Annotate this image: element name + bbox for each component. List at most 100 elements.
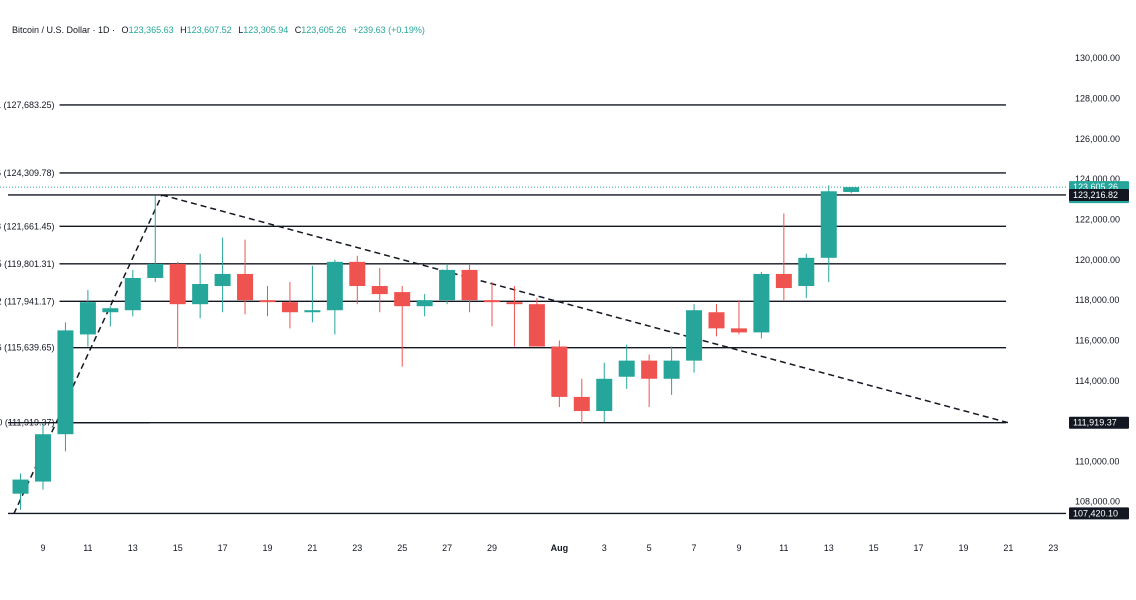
x-tick-label: 21 [307,543,317,553]
horizontal-line-label-bg [1069,188,1129,201]
high-value: 123,607.52 [186,25,232,35]
candle-body [641,360,658,379]
candle-down [259,286,276,317]
candle-down [237,239,254,315]
y-tick-label: 122,000.00 [1075,215,1120,225]
candle-down [371,267,388,313]
x-tick-label: 11 [779,543,788,553]
x-tick-label: 25 [397,543,407,553]
last-price-label: 123,605.26 [1073,182,1118,192]
x-tick-label: 29 [487,543,497,553]
candle-up [753,271,770,339]
candle-up [147,195,164,282]
candle-down [551,340,568,407]
candle-down [506,286,523,347]
candle-body [35,434,51,482]
fib-level-label: 0.786 (124,309.78) [0,168,55,178]
horizontal-lines[interactable] [0,186,1066,515]
candle-up [596,362,613,423]
candle-up [686,304,703,373]
candle-down [484,282,500,327]
candle-body [753,273,770,333]
candle-up [798,253,815,299]
candle-body [259,300,276,303]
x-tick-label: 17 [218,543,228,553]
candle-body [79,302,96,335]
fib-level-label: 0.236 (115,639.65) [0,343,55,353]
x-tick-label: 3 [602,543,607,553]
candle-body [708,312,725,329]
y-tick-label: 108,000.00 [1075,497,1120,507]
candlesticks [12,185,860,510]
x-tick-label: 9 [736,543,741,553]
candle-down [641,354,658,407]
horizontal-line-label-bg [1069,507,1129,520]
low-value: 123,305.94 [243,25,289,35]
candle-body [169,263,186,305]
candle-body [730,328,747,333]
candle-down [573,378,590,424]
candle-body [147,263,164,278]
candle-body [663,360,680,379]
candle-down [708,304,725,337]
candle-up [820,185,837,282]
candle-body [573,396,590,412]
candle-body [102,308,119,313]
rising-trendline[interactable] [13,194,163,515]
candle-body [124,277,141,311]
candle-body [528,304,545,347]
y-tick-label: 116,000.00 [1075,335,1119,345]
x-tick-label: 5 [647,543,652,553]
time-axis[interactable]: 9 11 13 15 17 19 21 23 25 27 29 Aug 3 5 7 9 11 13 15 17 19 21… [40,543,1058,553]
fib-level-label: 0.5 (119,801.31) [0,259,55,269]
candle-body [304,310,321,313]
candle-up [214,237,231,313]
candle-body [326,261,343,311]
low-label: L [238,25,244,35]
candle-up [124,269,141,317]
candle-down [349,255,366,305]
x-tick-label: 15 [173,543,183,553]
symbol-legend: Bitcoin / U.S. Dollar · 1D · O123,365.63… [12,25,425,35]
y-tick-label: 118,000.00 [1075,295,1119,305]
candle-body [506,302,523,305]
open-value: 123,365.63 [128,25,174,35]
x-tick-label: 7 [692,543,697,553]
candle-body [349,261,366,287]
candle-up [326,259,343,335]
price-axis[interactable]: 108,000.00110,000.00112,000.00114,000.00… [1075,53,1120,507]
trendlines[interactable] [13,194,1009,515]
candle-up [663,346,680,395]
candle-body [798,257,815,287]
close-label: C [294,25,302,35]
x-tick-label: 9 [40,543,45,553]
candle-body [551,346,568,397]
fib-level-label: 0.618 (121,661.45) [0,221,55,231]
candle-body [237,273,254,301]
x-tick-label: 23 [352,543,362,553]
x-tick-label: 13 [128,543,138,553]
candle-up [843,187,860,194]
candle-up [79,290,96,347]
x-tick-label: 11 [83,543,92,553]
candle-up [618,344,635,389]
x-tick-label: 15 [869,543,879,553]
candle-body [394,292,411,307]
candle-body [686,310,703,361]
y-tick-label: 126,000.00 [1075,134,1120,144]
x-tick-label: 27 [442,543,452,553]
candle-down [394,286,411,367]
x-tick-label: 17 [914,543,924,553]
x-tick-label: 23 [1048,543,1058,553]
candle-up [416,294,433,317]
descending-trendline[interactable] [161,194,1009,424]
candle-body [371,286,388,295]
candle-body [843,187,860,192]
x-tick-label: Aug [551,543,569,553]
candle-body [596,378,613,412]
candle-down [775,213,792,301]
fibonacci-retracement[interactable]: 1 (127,683.25) 0.786 (124,309.78) 0.618 (1… [0,100,1006,428]
change-value: +239.63 (+0.19%) [352,25,425,35]
symbol-name[interactable]: Bitcoin / U.S. Dollar · 1D · [12,25,116,35]
